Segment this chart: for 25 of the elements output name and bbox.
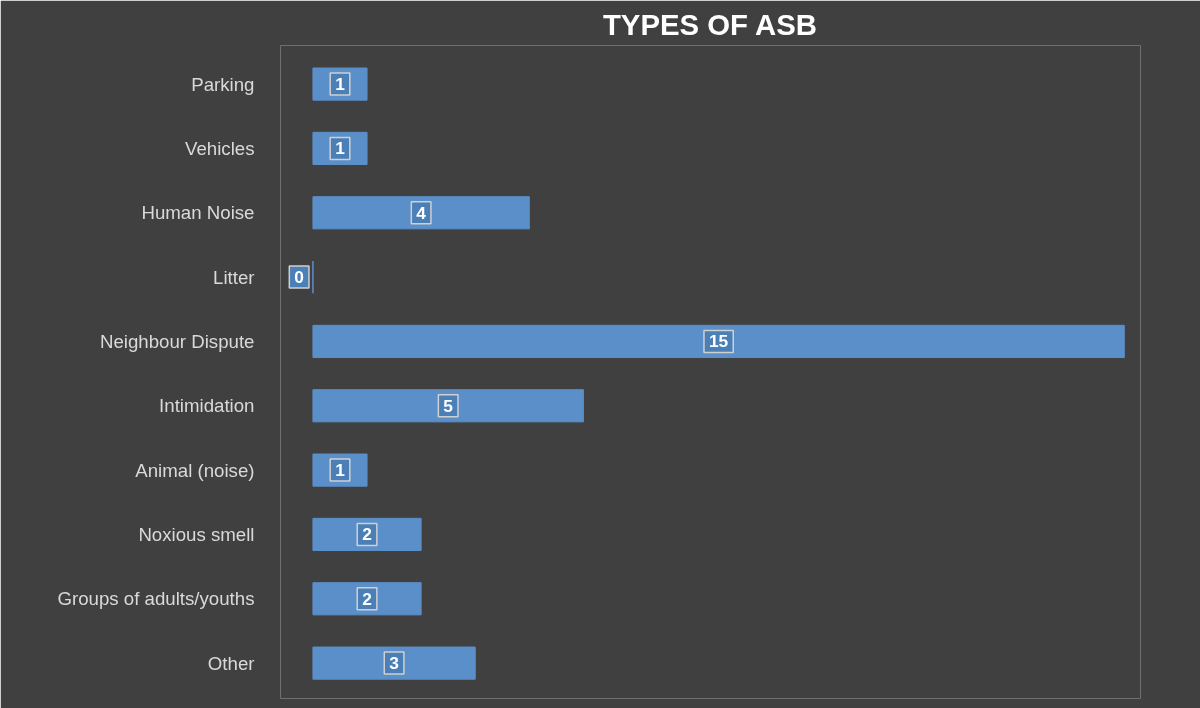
y-tick-label: Other	[207, 652, 255, 674]
data-label: 4	[416, 202, 427, 223]
y-tick-label: Neighbour Dispute	[99, 330, 255, 352]
data-label: 1	[335, 74, 346, 95]
data-label: 2	[362, 588, 372, 609]
data-label: 1	[335, 138, 346, 159]
y-tick-label: Noxious smell	[138, 523, 255, 545]
data-label: 1	[335, 460, 346, 481]
y-tick-label: Intimidation	[159, 395, 255, 417]
y-tick-label: Groups of adults/youths	[57, 588, 255, 610]
data-label: 5	[443, 395, 454, 416]
data-label: 3	[389, 653, 400, 674]
y-tick-label: Parking	[191, 73, 255, 95]
chart-title: TYPES OF ASB	[602, 7, 817, 41]
data-label: 2	[362, 524, 372, 545]
y-tick-label: Human Noise	[141, 202, 255, 224]
y-tick-label: Vehicles	[185, 137, 255, 159]
bar	[312, 646, 476, 680]
y-tick-label: Animal (noise)	[135, 459, 255, 481]
bar	[312, 389, 584, 423]
data-label: 0	[294, 267, 304, 288]
bar	[312, 196, 530, 230]
bar	[312, 324, 1125, 359]
y-tick-label: Litter	[213, 266, 255, 288]
data-label: 15	[708, 331, 729, 352]
